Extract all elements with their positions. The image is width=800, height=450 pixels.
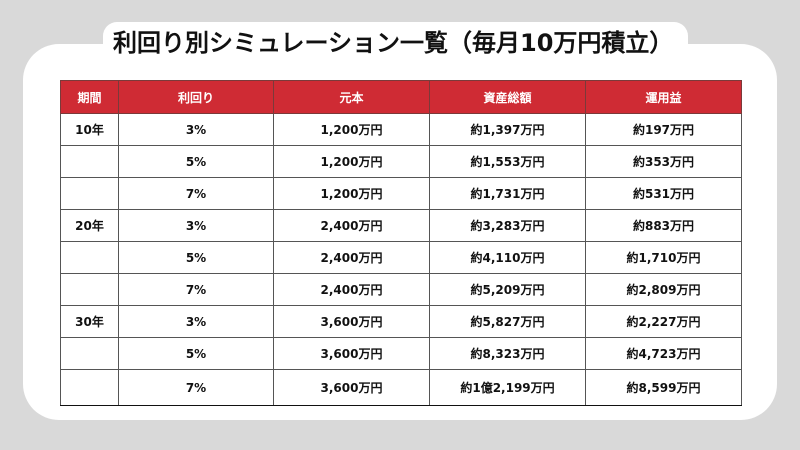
page-title: 利回り別シミュレーション一覧（毎月10万円積立）	[113, 29, 674, 57]
cell-total: 約8,323万円	[429, 337, 586, 370]
table-row: 5% 2,400万円 約4,110万円 約1,710万円	[60, 241, 742, 274]
table-row: 30年 3% 3,600万円 約5,827万円 約2,227万円	[60, 305, 742, 338]
cell-total: 約1,731万円	[429, 177, 586, 210]
header-period: 期間	[60, 80, 119, 114]
cell-rate: 5%	[118, 337, 274, 370]
cell-total: 約1,553万円	[429, 145, 586, 178]
cell-total: 約5,827万円	[429, 305, 586, 338]
cell-gain: 約2,809万円	[585, 273, 742, 306]
cell-period	[60, 273, 119, 306]
cell-total: 約4,110万円	[429, 241, 586, 274]
cell-rate: 7%	[118, 273, 274, 306]
cell-gain: 約353万円	[585, 145, 742, 178]
cell-rate: 5%	[118, 241, 274, 274]
cell-principal: 2,400万円	[273, 209, 430, 242]
cell-total: 約5,209万円	[429, 273, 586, 306]
cell-rate: 3%	[118, 113, 274, 146]
table-row: 7% 2,400万円 約5,209万円 約2,809万円	[60, 273, 742, 306]
cell-period: 30年	[60, 305, 119, 338]
cell-rate: 3%	[118, 209, 274, 242]
cell-principal: 1,200万円	[273, 113, 430, 146]
header-gain: 運用益	[585, 80, 742, 114]
cell-period	[60, 337, 119, 370]
cell-total: 約1億2,199万円	[429, 369, 586, 406]
cell-period	[60, 177, 119, 210]
cell-principal: 2,400万円	[273, 241, 430, 274]
header-rate: 利回り	[118, 80, 274, 114]
cell-gain: 約197万円	[585, 113, 742, 146]
cell-gain: 約531万円	[585, 177, 742, 210]
cell-period: 10年	[60, 113, 119, 146]
table-row: 7% 3,600万円 約1億2,199万円 約8,599万円	[60, 369, 742, 406]
cell-principal: 3,600万円	[273, 369, 430, 406]
table-row: 20年 3% 2,400万円 約3,283万円 約883万円	[60, 209, 742, 242]
cell-gain: 約883万円	[585, 209, 742, 242]
cell-gain: 約2,227万円	[585, 305, 742, 338]
cell-period	[60, 369, 119, 406]
table-header-row: 期間 利回り 元本 資産総額 運用益	[60, 80, 742, 114]
cell-period	[60, 145, 119, 178]
cell-gain: 約1,710万円	[585, 241, 742, 274]
cell-principal: 2,400万円	[273, 273, 430, 306]
title-tab	[103, 22, 688, 62]
cell-principal: 3,600万円	[273, 337, 430, 370]
cell-principal: 1,200万円	[273, 177, 430, 210]
header-total: 資産総額	[429, 80, 586, 114]
table-row: 10年 3% 1,200万円 約1,397万円 約197万円	[60, 113, 742, 146]
simulation-table: 期間 利回り 元本 資産総額 運用益 10年 3% 1,200万円 約1,397…	[60, 80, 742, 406]
cell-rate: 3%	[118, 305, 274, 338]
cell-principal: 3,600万円	[273, 305, 430, 338]
cell-gain: 約4,723万円	[585, 337, 742, 370]
cell-total: 約1,397万円	[429, 113, 586, 146]
cell-rate: 7%	[118, 177, 274, 210]
table-row: 5% 3,600万円 約8,323万円 約4,723万円	[60, 337, 742, 370]
cell-gain: 約8,599万円	[585, 369, 742, 406]
cell-rate: 7%	[118, 369, 274, 406]
table-row: 7% 1,200万円 約1,731万円 約531万円	[60, 177, 742, 210]
cell-rate: 5%	[118, 145, 274, 178]
header-principal: 元本	[273, 80, 430, 114]
table-row: 5% 1,200万円 約1,553万円 約353万円	[60, 145, 742, 178]
cell-period: 20年	[60, 209, 119, 242]
cell-total: 約3,283万円	[429, 209, 586, 242]
cell-period	[60, 241, 119, 274]
cell-principal: 1,200万円	[273, 145, 430, 178]
